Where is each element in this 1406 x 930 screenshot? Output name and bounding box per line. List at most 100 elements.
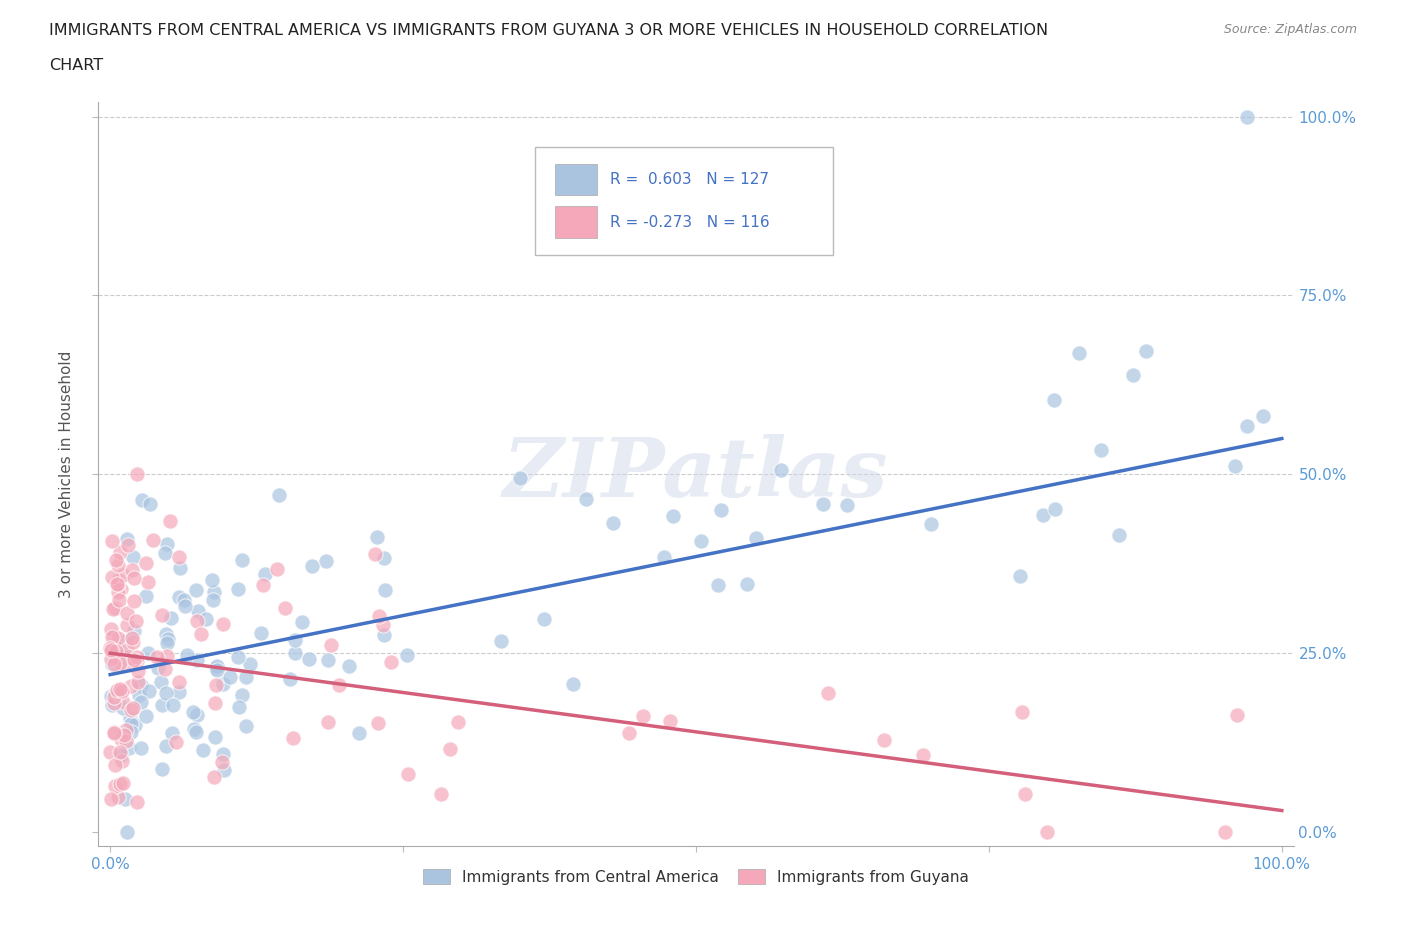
- Point: [156, 636, 179, 651]
- Text: R = -0.273   N = 116: R = -0.273 N = 116: [610, 215, 769, 230]
- Point: [104, 651, 127, 666]
- Point: [104, 644, 127, 658]
- Point: [186, 653, 208, 668]
- Point: [104, 552, 127, 567]
- Point: [101, 569, 124, 584]
- Point: [120, 716, 142, 731]
- Point: [103, 726, 125, 741]
- Point: [101, 698, 124, 712]
- Point: [150, 762, 173, 777]
- Point: [120, 702, 142, 717]
- Point: [1122, 367, 1144, 382]
- Point: [128, 687, 150, 702]
- Point: [707, 578, 730, 592]
- Point: [231, 552, 253, 567]
- Point: [114, 633, 136, 648]
- Point: [129, 740, 152, 755]
- Point: [108, 688, 131, 703]
- Point: [101, 630, 124, 644]
- Point: [769, 463, 792, 478]
- Point: [121, 650, 143, 665]
- Point: [107, 631, 129, 645]
- Point: [281, 730, 304, 745]
- Point: [136, 575, 159, 590]
- Point: [121, 631, 143, 645]
- Point: [202, 770, 225, 785]
- Point: [267, 488, 290, 503]
- Point: [103, 686, 125, 701]
- Point: [115, 825, 138, 840]
- Point: [207, 658, 229, 673]
- Point: [710, 502, 733, 517]
- Point: [396, 766, 419, 781]
- Point: [122, 700, 145, 715]
- Text: 0.0%: 0.0%: [91, 857, 129, 872]
- Point: [162, 698, 184, 712]
- Point: [155, 685, 177, 700]
- Point: [318, 714, 340, 729]
- Point: [201, 593, 224, 608]
- Point: [366, 530, 388, 545]
- Point: [108, 682, 131, 697]
- Point: [131, 492, 153, 507]
- Point: [173, 592, 195, 607]
- Point: [108, 656, 131, 671]
- Point: [817, 686, 839, 701]
- Point: [373, 628, 395, 643]
- Point: [291, 615, 314, 630]
- Point: [115, 723, 138, 737]
- Point: [396, 647, 419, 662]
- Point: [135, 556, 157, 571]
- Point: [181, 704, 204, 719]
- FancyBboxPatch shape: [534, 147, 834, 255]
- Point: [278, 671, 301, 686]
- Point: [169, 561, 191, 576]
- Point: [103, 629, 125, 644]
- Point: [659, 713, 682, 728]
- Point: [103, 657, 125, 671]
- Point: [561, 676, 583, 691]
- Point: [253, 567, 276, 582]
- Point: [489, 634, 512, 649]
- Point: [111, 754, 134, 769]
- Point: [112, 700, 135, 715]
- Point: [801, 238, 824, 253]
- Point: [150, 698, 173, 713]
- Point: [160, 611, 183, 626]
- Point: [110, 748, 132, 763]
- Point: [226, 650, 249, 665]
- Point: [186, 583, 208, 598]
- Point: [117, 538, 139, 552]
- Point: [228, 699, 250, 714]
- Point: [315, 554, 337, 569]
- Point: [103, 696, 125, 711]
- Point: [1010, 568, 1032, 583]
- Point: [136, 645, 159, 660]
- Point: [100, 643, 122, 658]
- Legend: Immigrants from Central America, Immigrants from Guyana: Immigrants from Central America, Immigra…: [416, 863, 976, 891]
- Point: [115, 532, 138, 547]
- Point: [301, 559, 323, 574]
- Point: [1043, 501, 1066, 516]
- Point: [155, 738, 177, 753]
- Point: [231, 687, 253, 702]
- Point: [200, 572, 222, 587]
- Point: [125, 649, 148, 664]
- Point: [186, 724, 208, 739]
- Point: [316, 653, 339, 668]
- Point: [219, 670, 242, 684]
- Point: [298, 652, 321, 667]
- Point: [235, 718, 257, 733]
- Point: [135, 709, 157, 724]
- Point: [122, 550, 145, 565]
- Text: CHART: CHART: [49, 58, 103, 73]
- Text: ZIPatlas: ZIPatlas: [503, 434, 889, 514]
- Point: [100, 622, 122, 637]
- Point: [873, 733, 896, 748]
- Point: [115, 649, 138, 664]
- Point: [617, 725, 640, 740]
- Point: [371, 618, 394, 633]
- Point: [446, 714, 468, 729]
- Point: [214, 763, 236, 777]
- Point: [1069, 345, 1091, 360]
